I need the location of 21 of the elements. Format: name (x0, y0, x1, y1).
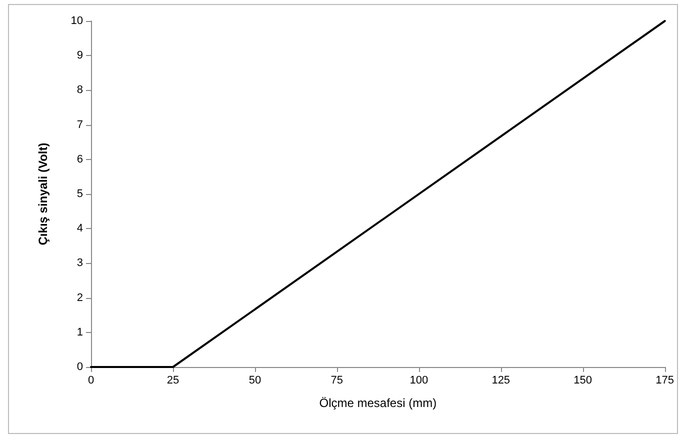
y-tick-label: 4 (76, 222, 83, 235)
y-tick-label: 1 (76, 326, 83, 338)
x-tick-label: 25 (166, 374, 180, 386)
x-tick-label: 125 (492, 374, 510, 386)
y-tick-label: 9 (76, 50, 83, 62)
y-axis-title: Çıkış sinyali (Volt) (36, 142, 50, 246)
y-tick-label: 8 (76, 84, 83, 96)
x-axis-title: Ölçme mesafesi (mm) (319, 396, 437, 410)
x-tick-label: 150 (574, 374, 592, 386)
x-tick-label: 50 (248, 374, 262, 386)
x-tick-label: 75 (330, 374, 344, 386)
y-tick-label: 7 (76, 118, 83, 131)
x-tick-label: 100 (410, 374, 428, 386)
y-tick-label: 6 (76, 153, 83, 166)
x-tick-label: 175 (656, 374, 674, 386)
y-tick-label: 10 (70, 15, 83, 27)
y-tick-label: 5 (76, 188, 83, 200)
y-tick-label: 3 (76, 257, 83, 270)
y-tick-label: 0 (76, 361, 83, 373)
y-tick-label: 2 (76, 292, 83, 304)
x-tick-label: 0 (88, 374, 94, 386)
